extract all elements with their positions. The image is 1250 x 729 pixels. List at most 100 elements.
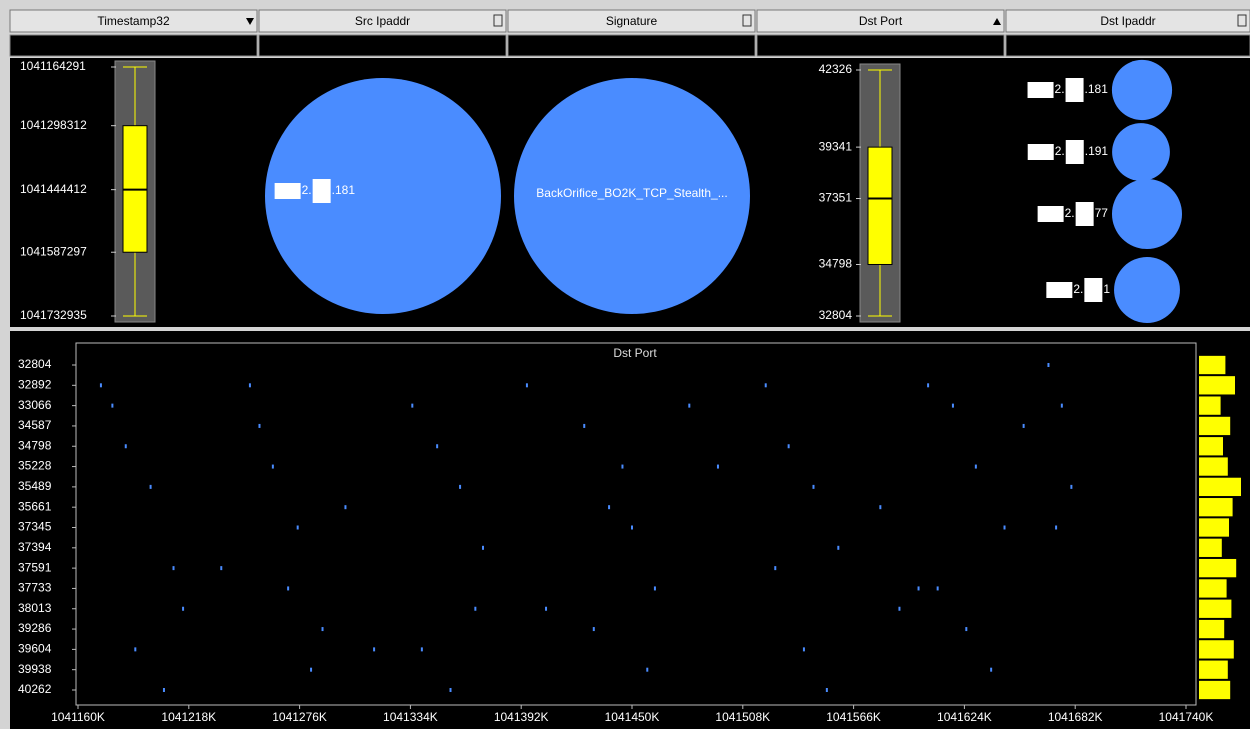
box-label: 1041298312 [20, 118, 87, 132]
point [134, 647, 137, 652]
circle-label: 2. [1055, 82, 1065, 96]
point [990, 667, 993, 672]
circle-label: 77 [1095, 206, 1109, 220]
redaction [1075, 202, 1094, 226]
category-circle[interactable] [1114, 257, 1180, 323]
box-label: 1041444412 [20, 182, 87, 196]
point [631, 525, 633, 530]
box-label: 1041164291 [20, 59, 86, 73]
filter-box[interactable] [9, 34, 258, 57]
histogram-bar [1199, 680, 1231, 700]
column-header-label[interactable]: Src Ipaddr [355, 14, 410, 28]
histogram-bar [1199, 457, 1228, 476]
circle-label: .181 [332, 183, 356, 197]
box-label: 42326 [819, 62, 853, 76]
filter-box[interactable] [258, 34, 507, 57]
filter-box[interactable] [756, 34, 1005, 57]
histogram-bar [1199, 437, 1223, 456]
filter-box[interactable] [1005, 34, 1250, 57]
box-label: 1041732935 [20, 308, 87, 322]
column-header-label[interactable]: Dst Ipaddr [1100, 14, 1155, 28]
box-label: 34798 [819, 257, 853, 271]
point [1055, 525, 1058, 530]
point [592, 627, 595, 632]
y-tick-label: 39938 [18, 662, 52, 676]
redaction [1046, 282, 1073, 298]
point [525, 383, 528, 388]
category-circle[interactable] [1112, 123, 1170, 181]
x-tick-label: 1041276K [272, 710, 327, 724]
point [321, 627, 324, 632]
column-header-label[interactable]: Timestamp32 [97, 14, 170, 28]
point [481, 545, 484, 550]
point [1047, 363, 1050, 367]
histogram-bar [1199, 640, 1234, 659]
sort-icon[interactable] [1237, 14, 1247, 27]
column-header[interactable] [1005, 9, 1250, 33]
point [149, 484, 152, 489]
point [1003, 525, 1006, 530]
point [879, 505, 882, 510]
category-circle[interactable] [514, 78, 750, 314]
column-header-label[interactable]: Dst Port [859, 14, 903, 28]
redaction [1027, 82, 1054, 98]
sort-icon[interactable] [493, 14, 503, 27]
point [296, 525, 299, 530]
point [621, 464, 624, 469]
point [646, 667, 649, 672]
histogram-bar [1199, 477, 1241, 497]
point [449, 688, 452, 692]
point [287, 586, 290, 591]
histogram-bar [1199, 498, 1233, 517]
column-header[interactable] [507, 9, 756, 33]
filter-box[interactable] [507, 34, 756, 57]
column-header-label[interactable]: Signature [606, 14, 658, 28]
y-tick-label: 35489 [18, 479, 52, 493]
column-header[interactable] [258, 9, 507, 33]
histogram-bar [1199, 558, 1237, 578]
point [774, 566, 777, 571]
redaction [1065, 78, 1084, 102]
column-header[interactable] [756, 9, 1005, 33]
point [688, 403, 691, 408]
box-label: 39341 [819, 139, 853, 153]
x-tick-label: 1041740K [1159, 710, 1214, 724]
point [545, 606, 548, 611]
point [965, 627, 968, 632]
point [436, 444, 439, 449]
point [898, 606, 901, 611]
histogram-bar [1199, 599, 1232, 618]
circle-label: .191 [1085, 144, 1109, 158]
point [1022, 423, 1025, 428]
category-circle[interactable] [1111, 59, 1173, 121]
histogram-bar [1199, 376, 1235, 395]
y-tick-label: 32892 [18, 377, 52, 391]
point [220, 566, 223, 571]
redaction [1084, 278, 1103, 302]
point [812, 484, 815, 489]
sort-asc-icon[interactable] [993, 18, 1001, 25]
column-header[interactable] [9, 9, 258, 33]
category-circle[interactable] [265, 78, 501, 314]
point [459, 484, 462, 489]
circle-label: 2. [302, 183, 312, 197]
x-tick-label: 1041160K [51, 710, 105, 724]
point [474, 606, 477, 611]
redaction [312, 179, 331, 203]
sort-desc-icon[interactable] [246, 18, 254, 25]
redaction [1037, 206, 1064, 222]
point [1070, 484, 1073, 489]
point [1060, 403, 1063, 408]
x-tick-label: 1041450K [605, 710, 660, 724]
point [936, 586, 939, 591]
point [608, 505, 611, 510]
histogram-bar [1199, 579, 1227, 598]
category-circle[interactable] [1111, 178, 1183, 250]
point [787, 444, 790, 449]
point [951, 403, 954, 408]
bottom-panel [10, 331, 1250, 729]
histogram-bar [1199, 518, 1229, 537]
sort-icon[interactable] [742, 14, 752, 27]
point [837, 545, 840, 550]
